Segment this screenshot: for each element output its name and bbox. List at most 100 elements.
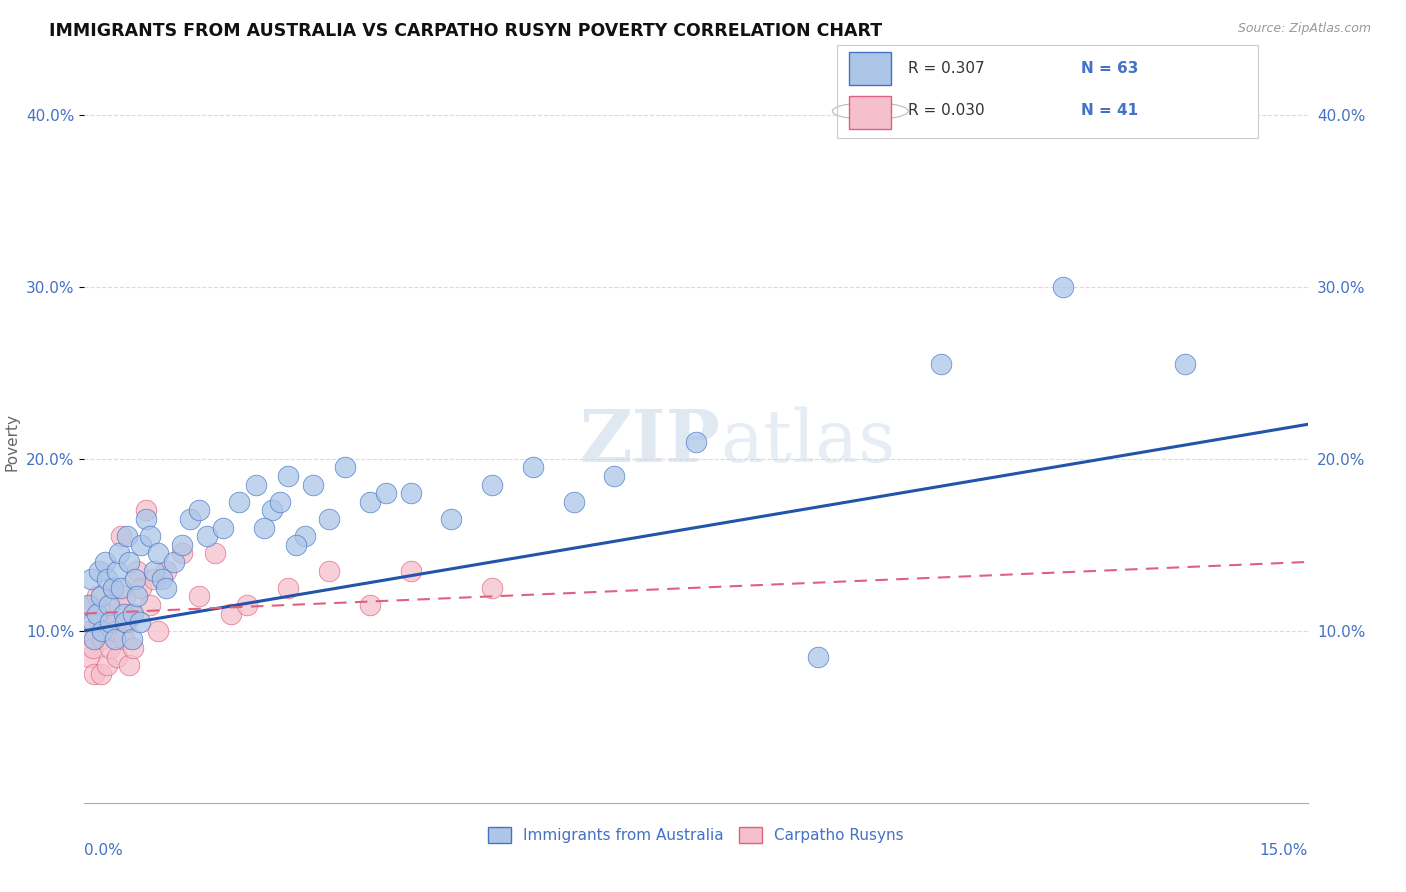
Point: [97, 598, 120, 612]
Point: [253, 520, 276, 534]
Point: [219, 607, 242, 621]
Point: [82, 640, 104, 655]
Point: [76, 624, 98, 638]
Point: [179, 512, 201, 526]
Point: [118, 658, 141, 673]
Point: [481, 581, 503, 595]
Point: [100, 615, 122, 630]
Point: [91, 632, 114, 647]
Point: [82, 615, 104, 630]
Point: [121, 632, 143, 647]
Point: [155, 564, 177, 578]
FancyBboxPatch shape: [849, 52, 891, 85]
Point: [929, 357, 952, 371]
Point: [301, 477, 323, 491]
Point: [101, 581, 124, 595]
Point: [318, 564, 340, 578]
Point: [118, 555, 141, 569]
Point: [112, 632, 135, 647]
Point: [110, 581, 132, 595]
Point: [77, 649, 100, 664]
Point: [277, 469, 299, 483]
Point: [195, 529, 218, 543]
Point: [87, 615, 110, 630]
Point: [110, 529, 132, 543]
Point: [138, 529, 160, 543]
Point: [135, 512, 157, 526]
Point: [135, 503, 157, 517]
Point: [91, 624, 114, 638]
Point: [127, 590, 149, 604]
Point: [236, 598, 259, 612]
Point: [269, 494, 291, 508]
Point: [90, 590, 112, 604]
Point: [115, 529, 138, 543]
Point: [104, 632, 127, 647]
Point: [481, 477, 503, 491]
Point: [83, 666, 105, 681]
Point: [603, 469, 626, 483]
Point: [359, 598, 381, 612]
Point: [131, 581, 153, 595]
Point: [375, 486, 398, 500]
Point: [83, 632, 105, 647]
Point: [131, 538, 153, 552]
Point: [172, 538, 194, 552]
Point: [359, 494, 381, 508]
Point: [86, 590, 108, 604]
Point: [80, 598, 103, 612]
Point: [150, 572, 173, 586]
Point: [96, 658, 118, 673]
Point: [260, 503, 283, 517]
Point: [114, 615, 136, 630]
Point: [107, 598, 129, 612]
Point: [97, 615, 120, 630]
FancyBboxPatch shape: [849, 96, 891, 129]
Point: [96, 572, 118, 586]
Point: [285, 538, 308, 552]
Point: [440, 512, 463, 526]
Point: [90, 666, 112, 681]
Legend: Immigrants from Australia, Carpatho Rusyns: Immigrants from Australia, Carpatho Rusy…: [482, 822, 910, 849]
Point: [80, 572, 103, 586]
Point: [685, 434, 707, 449]
Point: [146, 624, 169, 638]
Point: [163, 555, 186, 569]
Point: [399, 486, 422, 500]
Point: [318, 512, 340, 526]
Point: [122, 607, 145, 621]
Point: [105, 564, 128, 578]
Point: [204, 546, 226, 560]
Point: [399, 564, 422, 578]
Point: [187, 503, 209, 517]
Text: atlas: atlas: [720, 406, 896, 477]
Text: Source: ZipAtlas.com: Source: ZipAtlas.com: [1237, 22, 1371, 36]
Point: [142, 572, 165, 586]
Point: [187, 590, 209, 604]
Point: [104, 624, 127, 638]
Y-axis label: Poverty: Poverty: [4, 412, 20, 471]
Point: [562, 494, 585, 508]
Point: [1174, 357, 1197, 371]
Point: [122, 640, 145, 655]
Point: [114, 590, 136, 604]
Point: [245, 477, 267, 491]
Point: [115, 615, 138, 630]
Text: N = 41: N = 41: [1081, 103, 1139, 118]
Text: IMMIGRANTS FROM AUSTRALIA VS CARPATHO RUSYN POVERTY CORRELATION CHART: IMMIGRANTS FROM AUSTRALIA VS CARPATHO RU…: [49, 22, 883, 40]
Text: N = 63: N = 63: [1081, 61, 1139, 76]
Text: R = 0.030: R = 0.030: [908, 103, 984, 118]
Text: 0.0%: 0.0%: [84, 843, 124, 857]
Point: [100, 640, 122, 655]
Point: [146, 546, 169, 560]
Point: [101, 581, 124, 595]
Point: [87, 564, 110, 578]
Point: [86, 607, 108, 621]
Text: 15.0%: 15.0%: [1260, 843, 1308, 857]
Point: [212, 520, 235, 534]
Point: [77, 598, 100, 612]
Point: [105, 649, 128, 664]
Point: [138, 598, 160, 612]
Point: [107, 546, 129, 560]
Point: [155, 581, 177, 595]
